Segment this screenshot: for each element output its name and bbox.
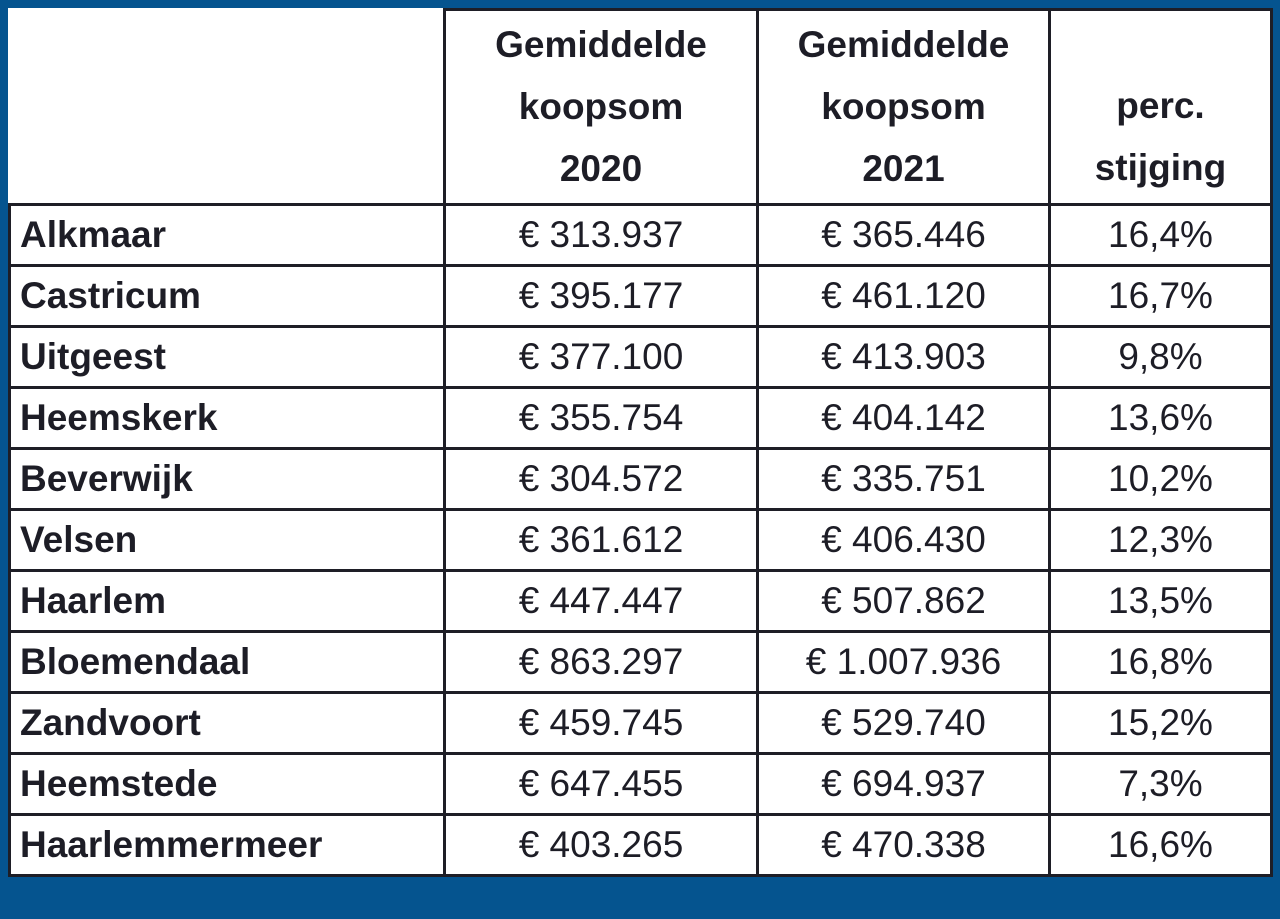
municipality-cell: Uitgeest xyxy=(8,325,446,389)
price-2021-cell: € 406.430 xyxy=(756,508,1051,572)
percentage-cell: 16,4% xyxy=(1048,203,1273,267)
percentage-cell: 13,5% xyxy=(1048,569,1273,633)
price-2021-cell: € 413.903 xyxy=(756,325,1051,389)
header-line: Gemiddelde xyxy=(797,24,1010,65)
table-row: Haarlem € 447.447 € 507.862 13,5% xyxy=(8,569,1273,633)
percentage-cell: 16,8% xyxy=(1048,630,1273,694)
municipality-cell: Velsen xyxy=(8,508,446,572)
price-2021-cell: € 365.446 xyxy=(756,203,1051,267)
header-2020: Gemiddelde koopsom 2020 xyxy=(443,8,759,206)
price-2020-cell: € 355.754 xyxy=(443,386,759,450)
header-line: stijging xyxy=(1094,147,1227,188)
price-2020-cell: € 377.100 xyxy=(443,325,759,389)
municipality-cell: Beverwijk xyxy=(8,447,446,511)
percentage-cell: 15,2% xyxy=(1048,691,1273,755)
header-line: 2020 xyxy=(559,148,643,189)
price-2021-cell: € 461.120 xyxy=(756,264,1051,328)
municipality-cell: Bloemendaal xyxy=(8,630,446,694)
table-row: Haarlemmermeer € 403.265 € 470.338 16,6% xyxy=(8,813,1273,877)
percentage-cell: 10,2% xyxy=(1048,447,1273,511)
price-2020-cell: € 395.177 xyxy=(443,264,759,328)
municipality-cell: Heemskerk xyxy=(8,386,446,450)
price-2020-cell: € 403.265 xyxy=(443,813,759,877)
price-2021-cell: € 335.751 xyxy=(756,447,1051,511)
percentage-cell: 13,6% xyxy=(1048,386,1273,450)
table-row: Zandvoort € 459.745 € 529.740 15,2% xyxy=(8,691,1273,755)
price-2020-cell: € 459.745 xyxy=(443,691,759,755)
header-2021: Gemiddelde koopsom 2021 xyxy=(756,8,1051,206)
table-row: Uitgeest € 377.100 € 413.903 9,8% xyxy=(8,325,1273,389)
header-row: Gemiddelde koopsom 2020 Gemiddelde koopsom 2… xyxy=(9,8,1273,206)
header-line: perc. xyxy=(1116,85,1205,126)
price-2021-cell: € 507.862 xyxy=(756,569,1051,633)
price-2021-cell: € 1.007.936 xyxy=(756,630,1051,694)
percentage-cell: 7,3% xyxy=(1048,752,1273,816)
header-line: koopsom xyxy=(821,86,986,127)
price-2021-cell: € 529.740 xyxy=(756,691,1051,755)
table-row: Bloemendaal € 863.297 € 1.007.936 16,8% xyxy=(8,630,1273,694)
price-2020-cell: € 447.447 xyxy=(443,569,759,633)
price-2020-cell: € 304.572 xyxy=(443,447,759,511)
municipality-cell: Haarlem xyxy=(8,569,446,633)
percentage-cell: 12,3% xyxy=(1048,508,1273,572)
municipality-cell: Heemstede xyxy=(8,752,446,816)
house-price-table: Gemiddelde koopsom 2020 Gemiddelde koopsom 2… xyxy=(8,8,1273,877)
municipality-cell: Haarlemmermeer xyxy=(8,813,446,877)
percentage-cell: 9,8% xyxy=(1048,325,1273,389)
price-2020-cell: € 313.937 xyxy=(443,203,759,267)
table-row: Heemstede € 647.455 € 694.937 7,3% xyxy=(8,752,1273,816)
percentage-cell: 16,6% xyxy=(1048,813,1273,877)
header-empty-cell xyxy=(9,9,446,206)
header-line: Gemiddelde xyxy=(495,24,707,65)
table-row: Beverwijk € 304.572 € 335.751 10,2% xyxy=(8,447,1273,511)
price-2020-cell: € 863.297 xyxy=(443,630,759,694)
price-2020-cell: € 361.612 xyxy=(443,508,759,572)
municipality-cell: Alkmaar xyxy=(8,203,446,267)
table-row: Heemskerk € 355.754 € 404.142 13,6% xyxy=(8,386,1273,450)
price-2021-cell: € 470.338 xyxy=(756,813,1051,877)
table-row: Velsen € 361.612 € 406.430 12,3% xyxy=(8,508,1273,572)
header-percentage: perc. stijging xyxy=(1048,8,1273,206)
header-line: koopsom xyxy=(518,86,684,127)
percentage-cell: 16,7% xyxy=(1048,264,1273,328)
table-row: Castricum € 395.177 € 461.120 16,7% xyxy=(8,264,1273,328)
municipality-cell: Zandvoort xyxy=(8,691,446,755)
municipality-cell: Castricum xyxy=(8,264,446,328)
price-2021-cell: € 404.142 xyxy=(756,386,1051,450)
header-line: 2021 xyxy=(862,148,945,189)
price-2020-cell: € 647.455 xyxy=(443,752,759,816)
table-row: Alkmaar € 313.937 € 365.446 16,4% xyxy=(8,203,1273,267)
price-2021-cell: € 694.937 xyxy=(756,752,1051,816)
